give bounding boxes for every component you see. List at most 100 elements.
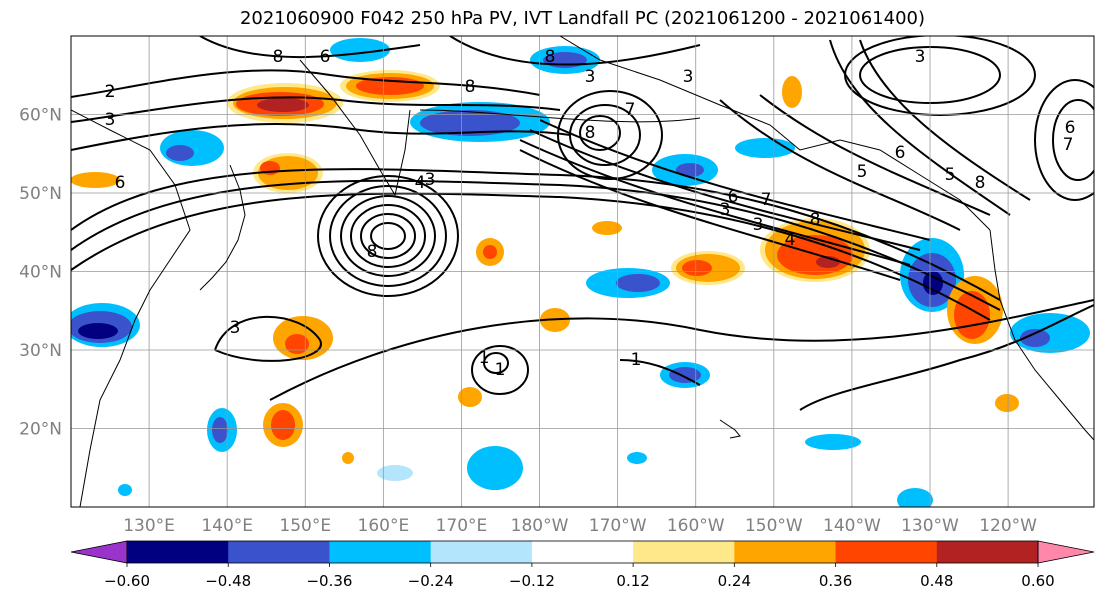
contour-line [519, 139, 911, 266]
contour-value-label: 3 [915, 47, 926, 67]
pv-anomaly-negative [377, 465, 413, 481]
pv-anomaly-negative [676, 163, 704, 177]
contour-value-label: 4 [415, 173, 426, 193]
contour-line [329, 185, 447, 287]
contour-value-label: 3 [585, 67, 596, 87]
pv-anomaly-negative [735, 138, 795, 158]
aleutians [419, 109, 701, 123]
pv-anomaly-positive [682, 260, 712, 276]
pv-anomaly-negative [1020, 329, 1050, 347]
longitude-label: 170°W [589, 516, 647, 536]
longitude-label: 170°E [436, 516, 488, 536]
colorbar-segment [430, 541, 533, 563]
contour-value-label: 7 [1063, 135, 1074, 155]
pv-anomaly-negative [212, 417, 228, 443]
contour-value-label: 5 [945, 165, 956, 185]
contour-line [539, 119, 931, 241]
pv-anomaly-positive [458, 387, 482, 407]
colorbar-tick-label: −0.24 [408, 572, 454, 590]
contour-value-label: 7 [761, 190, 772, 210]
longitude-label: 130°W [901, 516, 959, 536]
map-title: 2021060900 F042 250 hPa PV, IVT Landfall… [239, 8, 926, 29]
contour-line [471, 345, 529, 395]
colorbar-tick-label: −0.12 [509, 572, 555, 590]
contour-value-label: 6 [320, 47, 331, 67]
colorbar-segment [228, 541, 330, 563]
pv-anomaly-negative [420, 110, 520, 136]
contour-value-label: 3 [425, 170, 436, 190]
colorbar-segment [531, 541, 634, 563]
pv-anomaly-negative [616, 274, 660, 292]
contour-line [199, 36, 421, 59]
longitude-label: 160°W [667, 516, 725, 536]
colorbar-extend-min [70, 540, 128, 564]
coastline-japan [199, 164, 246, 291]
longitude-label: 150°E [279, 516, 331, 536]
colorbar-segment [734, 541, 837, 563]
colorbar-tick-label: −0.48 [205, 572, 251, 590]
contour-line [519, 149, 901, 281]
contour-line [71, 122, 571, 151]
longitude-label: 140°E [201, 516, 253, 536]
colorbar-tick-label: 0.36 [819, 572, 852, 590]
longitude-labels: 130°E 140°E 150°E 160°E 170°E 180°W 170°W 160°W… [123, 516, 1037, 536]
contour-line [269, 299, 1094, 401]
longitude-label: 150°W [745, 516, 803, 536]
contour-value-label: 1 [631, 350, 642, 370]
hawaii [719, 419, 741, 439]
contour-value-label: 8 [810, 210, 821, 230]
latitude-label: 30°N [19, 341, 62, 361]
contour-value-label: 3 [720, 200, 731, 220]
longitude-label: 160°E [358, 516, 410, 536]
contour-value-label: 3 [230, 318, 241, 338]
contour-value-label: 2 [105, 82, 116, 102]
pv-anomaly-positive [483, 245, 497, 259]
contour-line [557, 90, 663, 180]
pv-anomaly-positive [285, 334, 309, 354]
contour-line [449, 36, 701, 66]
colorbar-segment [127, 541, 229, 563]
pv-anomaly-negative [805, 434, 861, 450]
colorbar-tick-label: −0.36 [306, 572, 352, 590]
coastline-na-west [989, 229, 1094, 441]
pv-anomaly-negative [78, 323, 118, 339]
pv-anomaly-positive [257, 98, 309, 112]
contour-line [71, 168, 1001, 301]
contour-value-label: 3 [753, 215, 764, 235]
contour-line [859, 39, 1031, 201]
contour-value-label: 1 [495, 360, 506, 380]
longitude-label: 130°E [123, 516, 175, 536]
colorbar-segment [835, 541, 938, 563]
contour-value-label: 3 [105, 110, 116, 130]
contour-line [340, 195, 436, 277]
coastline-kamchatka [299, 59, 411, 197]
longitude-label: 140°W [823, 516, 881, 536]
colorbar-tick-label: 0.12 [616, 572, 649, 590]
pv-anomaly-positive [71, 172, 120, 188]
pv-anomaly-positive [995, 394, 1019, 412]
contour-value-label: 6 [728, 187, 739, 207]
pv-anomaly-positive [271, 410, 295, 440]
contour-line [1034, 79, 1094, 201]
contour-line [619, 359, 701, 386]
pv-anomaly-negative [166, 145, 194, 161]
contour-value-label: 8 [273, 47, 284, 67]
contour-value-label: 6 [895, 143, 906, 163]
contour-line [71, 179, 1001, 311]
pv-anomaly-negative [669, 367, 701, 383]
contour-value-label: 4 [785, 230, 796, 250]
colorbar-tick-label: 0.48 [920, 572, 953, 590]
contour-value-label: 8 [465, 77, 476, 97]
contour-value-label: 6 [115, 173, 126, 193]
latitude-label: 50°N [19, 184, 62, 204]
contour-line [1052, 99, 1094, 181]
latitude-label: 60°N [19, 106, 62, 126]
coastlines [71, 36, 1094, 507]
latitude-label: 40°N [19, 263, 62, 283]
contour-line [350, 204, 426, 268]
contour-line [214, 315, 322, 362]
contour-line [529, 129, 921, 251]
coastline-alaska [559, 36, 991, 231]
colorbar-outline [126, 540, 1039, 564]
